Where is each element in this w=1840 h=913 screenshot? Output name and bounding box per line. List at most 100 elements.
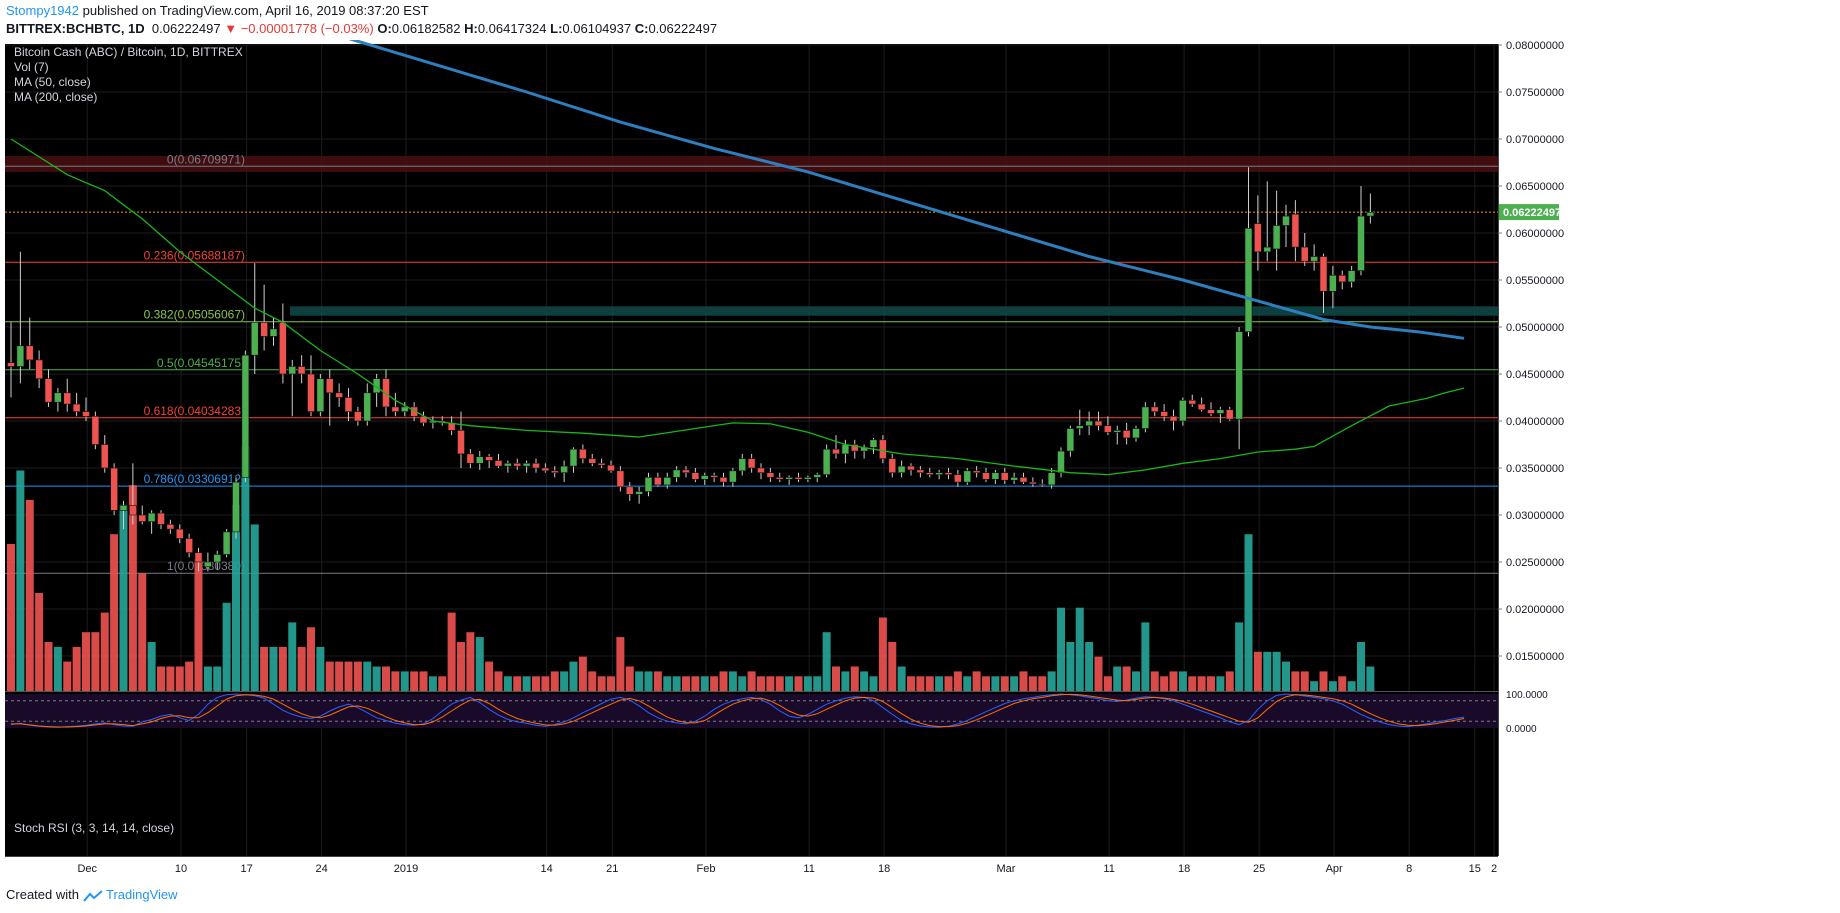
stoch-d-line <box>11 693 1465 728</box>
volume-bar <box>916 676 925 691</box>
support-zone <box>290 306 1498 316</box>
volume-bar <box>597 676 606 691</box>
volume-bar <box>719 671 728 691</box>
volume-bar <box>775 676 784 691</box>
legend-ma50: MA (50, close) <box>14 75 91 89</box>
legend-title: Bitcoin Cash (ABC) / Bitcoin, 1D, BITTRE… <box>14 45 243 59</box>
candle-body <box>710 475 718 478</box>
volume-bar <box>1141 622 1150 691</box>
volume-bar <box>560 671 569 691</box>
volume-bar <box>522 676 531 691</box>
volume-bar <box>1272 651 1281 691</box>
candle-body <box>1244 228 1253 333</box>
volume-bar <box>1075 607 1084 691</box>
candle-body <box>1188 400 1197 405</box>
author-link[interactable]: Stompy1942 <box>6 3 79 18</box>
volume-bar <box>400 671 409 691</box>
candle-body <box>850 444 859 452</box>
candle-body <box>16 345 25 367</box>
volume-bar <box>1188 676 1197 691</box>
volume-bar <box>1010 676 1019 691</box>
volume-bar <box>344 661 353 691</box>
volume-bar <box>1207 676 1215 691</box>
candle-body <box>288 366 297 375</box>
volume-bar <box>841 671 850 691</box>
volume-bar <box>316 646 325 691</box>
tradingview-link[interactable]: TradingView <box>106 887 178 902</box>
volume-bar <box>728 671 737 691</box>
volume-bar <box>475 637 484 691</box>
price-axis[interactable]: 0.08000000 0.07500000 0.07000000 0.06500000… <box>1498 40 1835 877</box>
time-tick-label: 2 <box>1491 863 1497 875</box>
volume-bar <box>100 612 109 691</box>
volume-bar <box>16 470 25 691</box>
price-tick-label: 0.02500000 <box>1506 557 1564 569</box>
candle-body <box>569 448 578 467</box>
zones <box>5 155 1498 316</box>
candle-body <box>588 458 597 464</box>
volume-bar <box>82 632 90 691</box>
fib-retracement[interactable]: 0(0.06709971) 0.236(0.05688187) 0.382(0.05… <box>5 152 1498 574</box>
volume-bar <box>1160 676 1169 691</box>
candle-body <box>1104 425 1112 433</box>
volume-bar <box>25 499 34 691</box>
volume-bar <box>260 646 269 691</box>
volume-bar <box>1085 642 1094 691</box>
rsi-tick-label: 0.0000 <box>1506 724 1537 735</box>
candle-body <box>475 456 484 464</box>
volume-bar <box>353 661 362 691</box>
candle-body <box>682 469 690 474</box>
volume-bar <box>185 661 194 691</box>
candle-body <box>325 378 334 394</box>
volume-bar <box>1113 666 1122 691</box>
price-chart[interactable]: 0(0.06709971) 0.236(0.05688187) 0.382(0.05… <box>0 40 1840 880</box>
time-tick-label: Mar <box>997 863 1016 875</box>
fib-label: 0.618(0.04034283) <box>144 404 245 418</box>
candle-body <box>44 378 53 403</box>
candle-body <box>804 477 812 480</box>
volume-bar <box>410 671 419 691</box>
volume-bar <box>991 676 1000 691</box>
current-price-tag-label: 0.06222497 <box>1503 207 1561 219</box>
price-tick-label: 0.05500000 <box>1506 275 1564 287</box>
open-label: O: <box>377 21 392 36</box>
volume-bar <box>325 661 334 691</box>
volume-bar <box>588 671 597 691</box>
volume-bar <box>625 666 634 691</box>
volume-bar <box>691 676 700 691</box>
time-tick-label: 10 <box>175 863 187 875</box>
volume-bar <box>682 676 690 691</box>
volume-bar <box>653 671 662 691</box>
candle-body <box>925 472 934 475</box>
volume-bar <box>241 446 250 691</box>
candle-body <box>1282 215 1290 226</box>
candle-body <box>1310 256 1318 262</box>
volume-bar <box>1122 666 1131 691</box>
candle-body <box>63 392 72 405</box>
candle-body <box>279 321 287 375</box>
candle-body <box>372 378 381 394</box>
volume-bar <box>1000 676 1009 691</box>
volume-bar <box>1225 671 1234 691</box>
candle-body <box>982 472 990 480</box>
volume-bar <box>1347 681 1356 691</box>
time-tick-label: 14 <box>541 863 553 875</box>
time-axis[interactable]: Dec 10 17 24 2019 14 21 Feb 11 18 Mar 11 18 25 Apr 8 15 2 <box>5 856 1498 877</box>
rsi-tick-label: 100.0000 <box>1506 690 1548 701</box>
candle-body <box>794 477 803 480</box>
volume-bar <box>53 646 62 691</box>
candle-body <box>916 469 925 474</box>
candle-body <box>466 453 475 464</box>
volume-bar <box>157 666 165 691</box>
candle-body <box>494 460 503 467</box>
volume-bar <box>307 627 315 691</box>
candle-body <box>185 538 193 553</box>
volume-bar <box>532 676 540 691</box>
time-tick-label: Feb <box>697 863 716 875</box>
candle-body <box>1094 420 1103 426</box>
low-value: 0.06104937 <box>562 21 632 36</box>
candle-body <box>129 505 137 516</box>
candle-body <box>504 462 512 467</box>
volume-bar <box>438 676 447 691</box>
volume-bar <box>822 632 831 691</box>
